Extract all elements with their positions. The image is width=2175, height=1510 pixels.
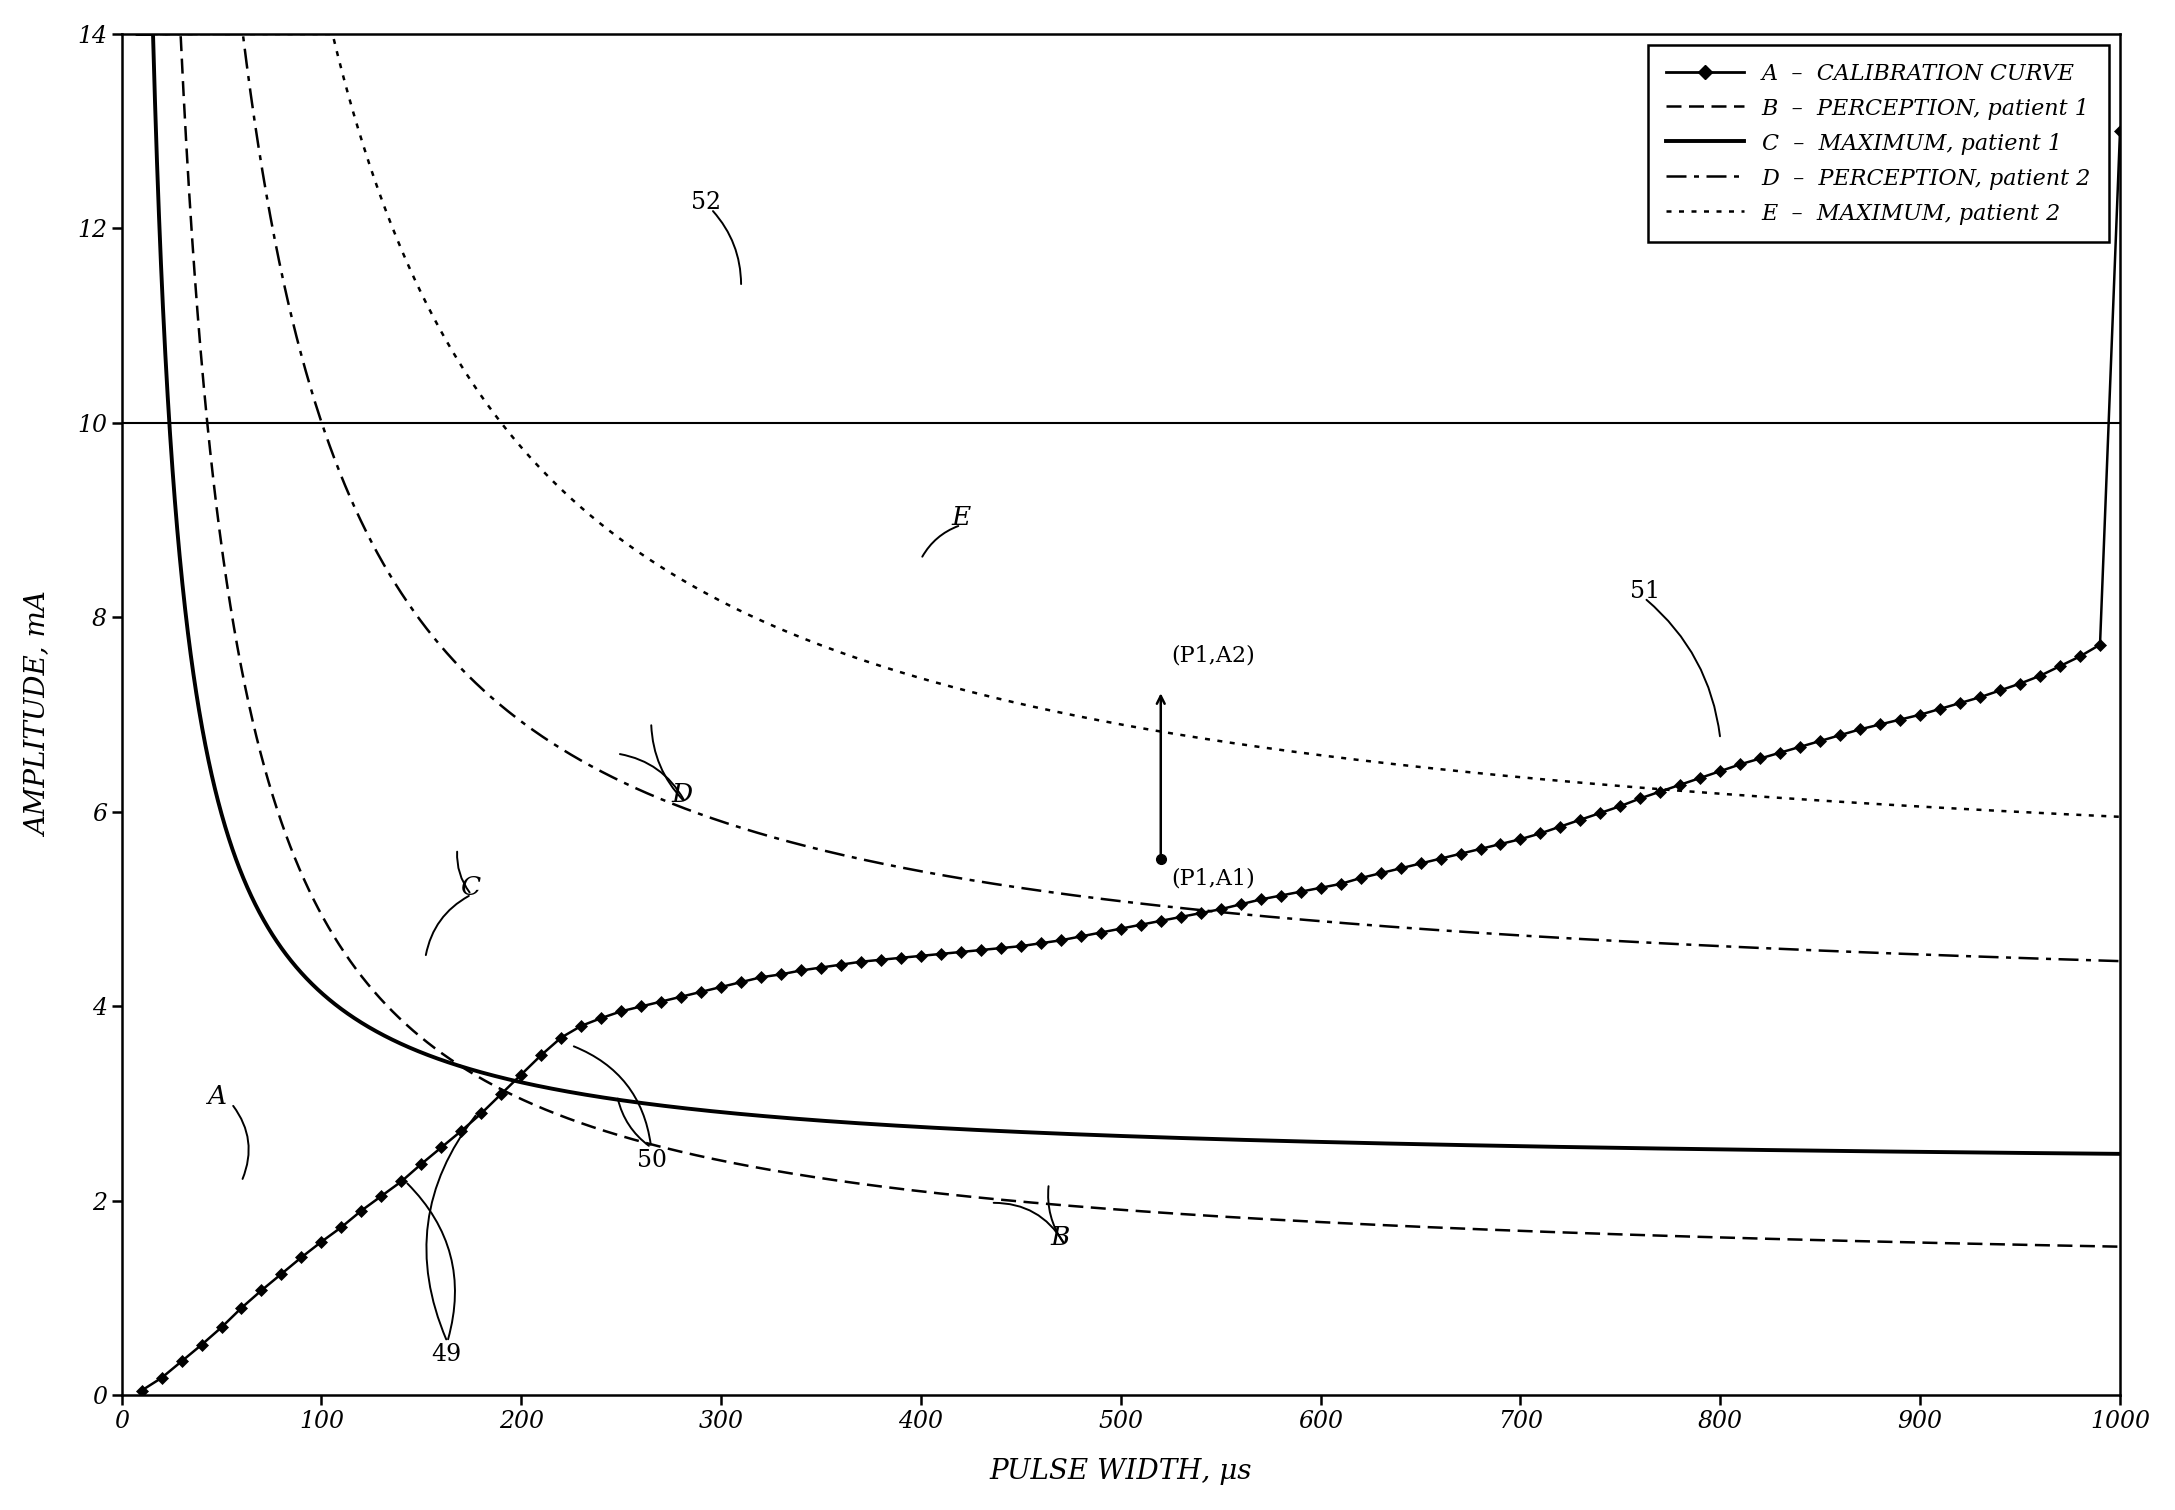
Text: 52: 52	[692, 192, 722, 214]
Text: D: D	[672, 782, 692, 808]
Text: E: E	[950, 504, 970, 530]
Text: (P1,A2): (P1,A2)	[1170, 645, 1255, 666]
Legend: A  –  CALIBRATION CURVE, B  –  PERCEPTION, patient 1, C  –  MAXIMUM, patient 1, : A – CALIBRATION CURVE, B – PERCEPTION, p…	[1649, 45, 2110, 242]
Text: 51: 51	[1631, 580, 1660, 602]
Text: C: C	[461, 874, 481, 900]
Text: B: B	[1051, 1225, 1070, 1250]
Text: 49: 49	[431, 1344, 461, 1367]
X-axis label: PULSE WIDTH, μs: PULSE WIDTH, μs	[990, 1459, 1253, 1484]
Text: 50: 50	[637, 1149, 668, 1172]
Text: (P1,A1): (P1,A1)	[1170, 868, 1255, 889]
Text: A: A	[207, 1084, 226, 1108]
Y-axis label: AMPLITUDE, mA: AMPLITUDE, mA	[24, 592, 52, 837]
